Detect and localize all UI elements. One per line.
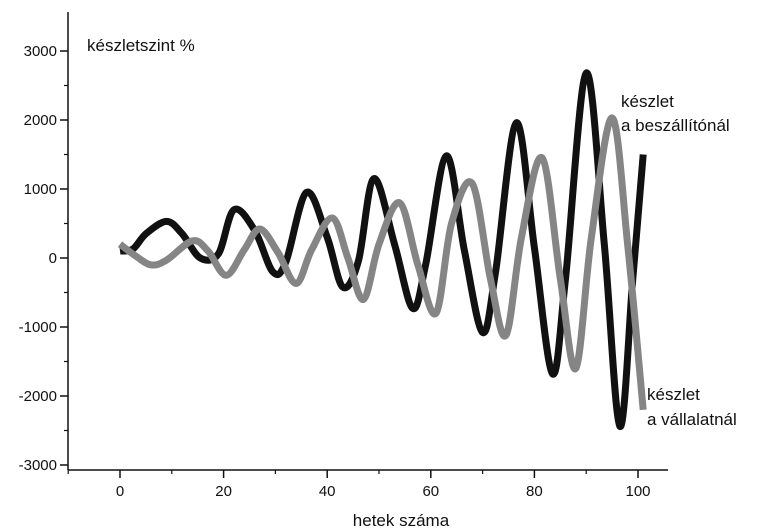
annotation-supplier-line-2: a beszállítónál — [621, 116, 730, 135]
y-axis-label: készletszint % — [87, 36, 195, 55]
y-tick-label: 0 — [49, 250, 57, 267]
annotation-company-line-2: a vállalatnál — [647, 410, 737, 429]
x-tick-label: 80 — [526, 483, 543, 500]
x-tick-label: 40 — [319, 483, 336, 500]
x-tick-label: 0 — [116, 483, 124, 500]
y-ticks: 3000 2000 1000 0 -1000 -2000 -3000 — [19, 43, 68, 474]
y-tick-label: 3000 — [24, 43, 57, 60]
x-tick-label: 60 — [422, 483, 439, 500]
x-ticks: 0 20 40 60 80 100 — [67, 470, 651, 500]
series-line-gray — [117, 114, 647, 411]
x-axis-label: hetek száma — [353, 511, 450, 530]
annotation-company-line-1: készlet — [647, 385, 700, 404]
x-tick-label: 100 — [625, 483, 650, 500]
annotation-supplier-line-1: készlet — [621, 92, 674, 111]
x-tick-label: 20 — [215, 483, 232, 500]
y-tick-label: -2000 — [19, 388, 57, 405]
y-tick-label: 1000 — [24, 181, 57, 198]
y-tick-label: -3000 — [19, 457, 57, 474]
annotation-supplier: készlet a beszállítónál — [621, 92, 730, 135]
series-line-black — [119, 69, 647, 430]
y-tick-label: -1000 — [19, 319, 57, 336]
y-tick-label: 2000 — [24, 112, 57, 129]
annotation-company: készlet a vállalatnál — [647, 385, 737, 429]
series-layer — [117, 69, 647, 430]
